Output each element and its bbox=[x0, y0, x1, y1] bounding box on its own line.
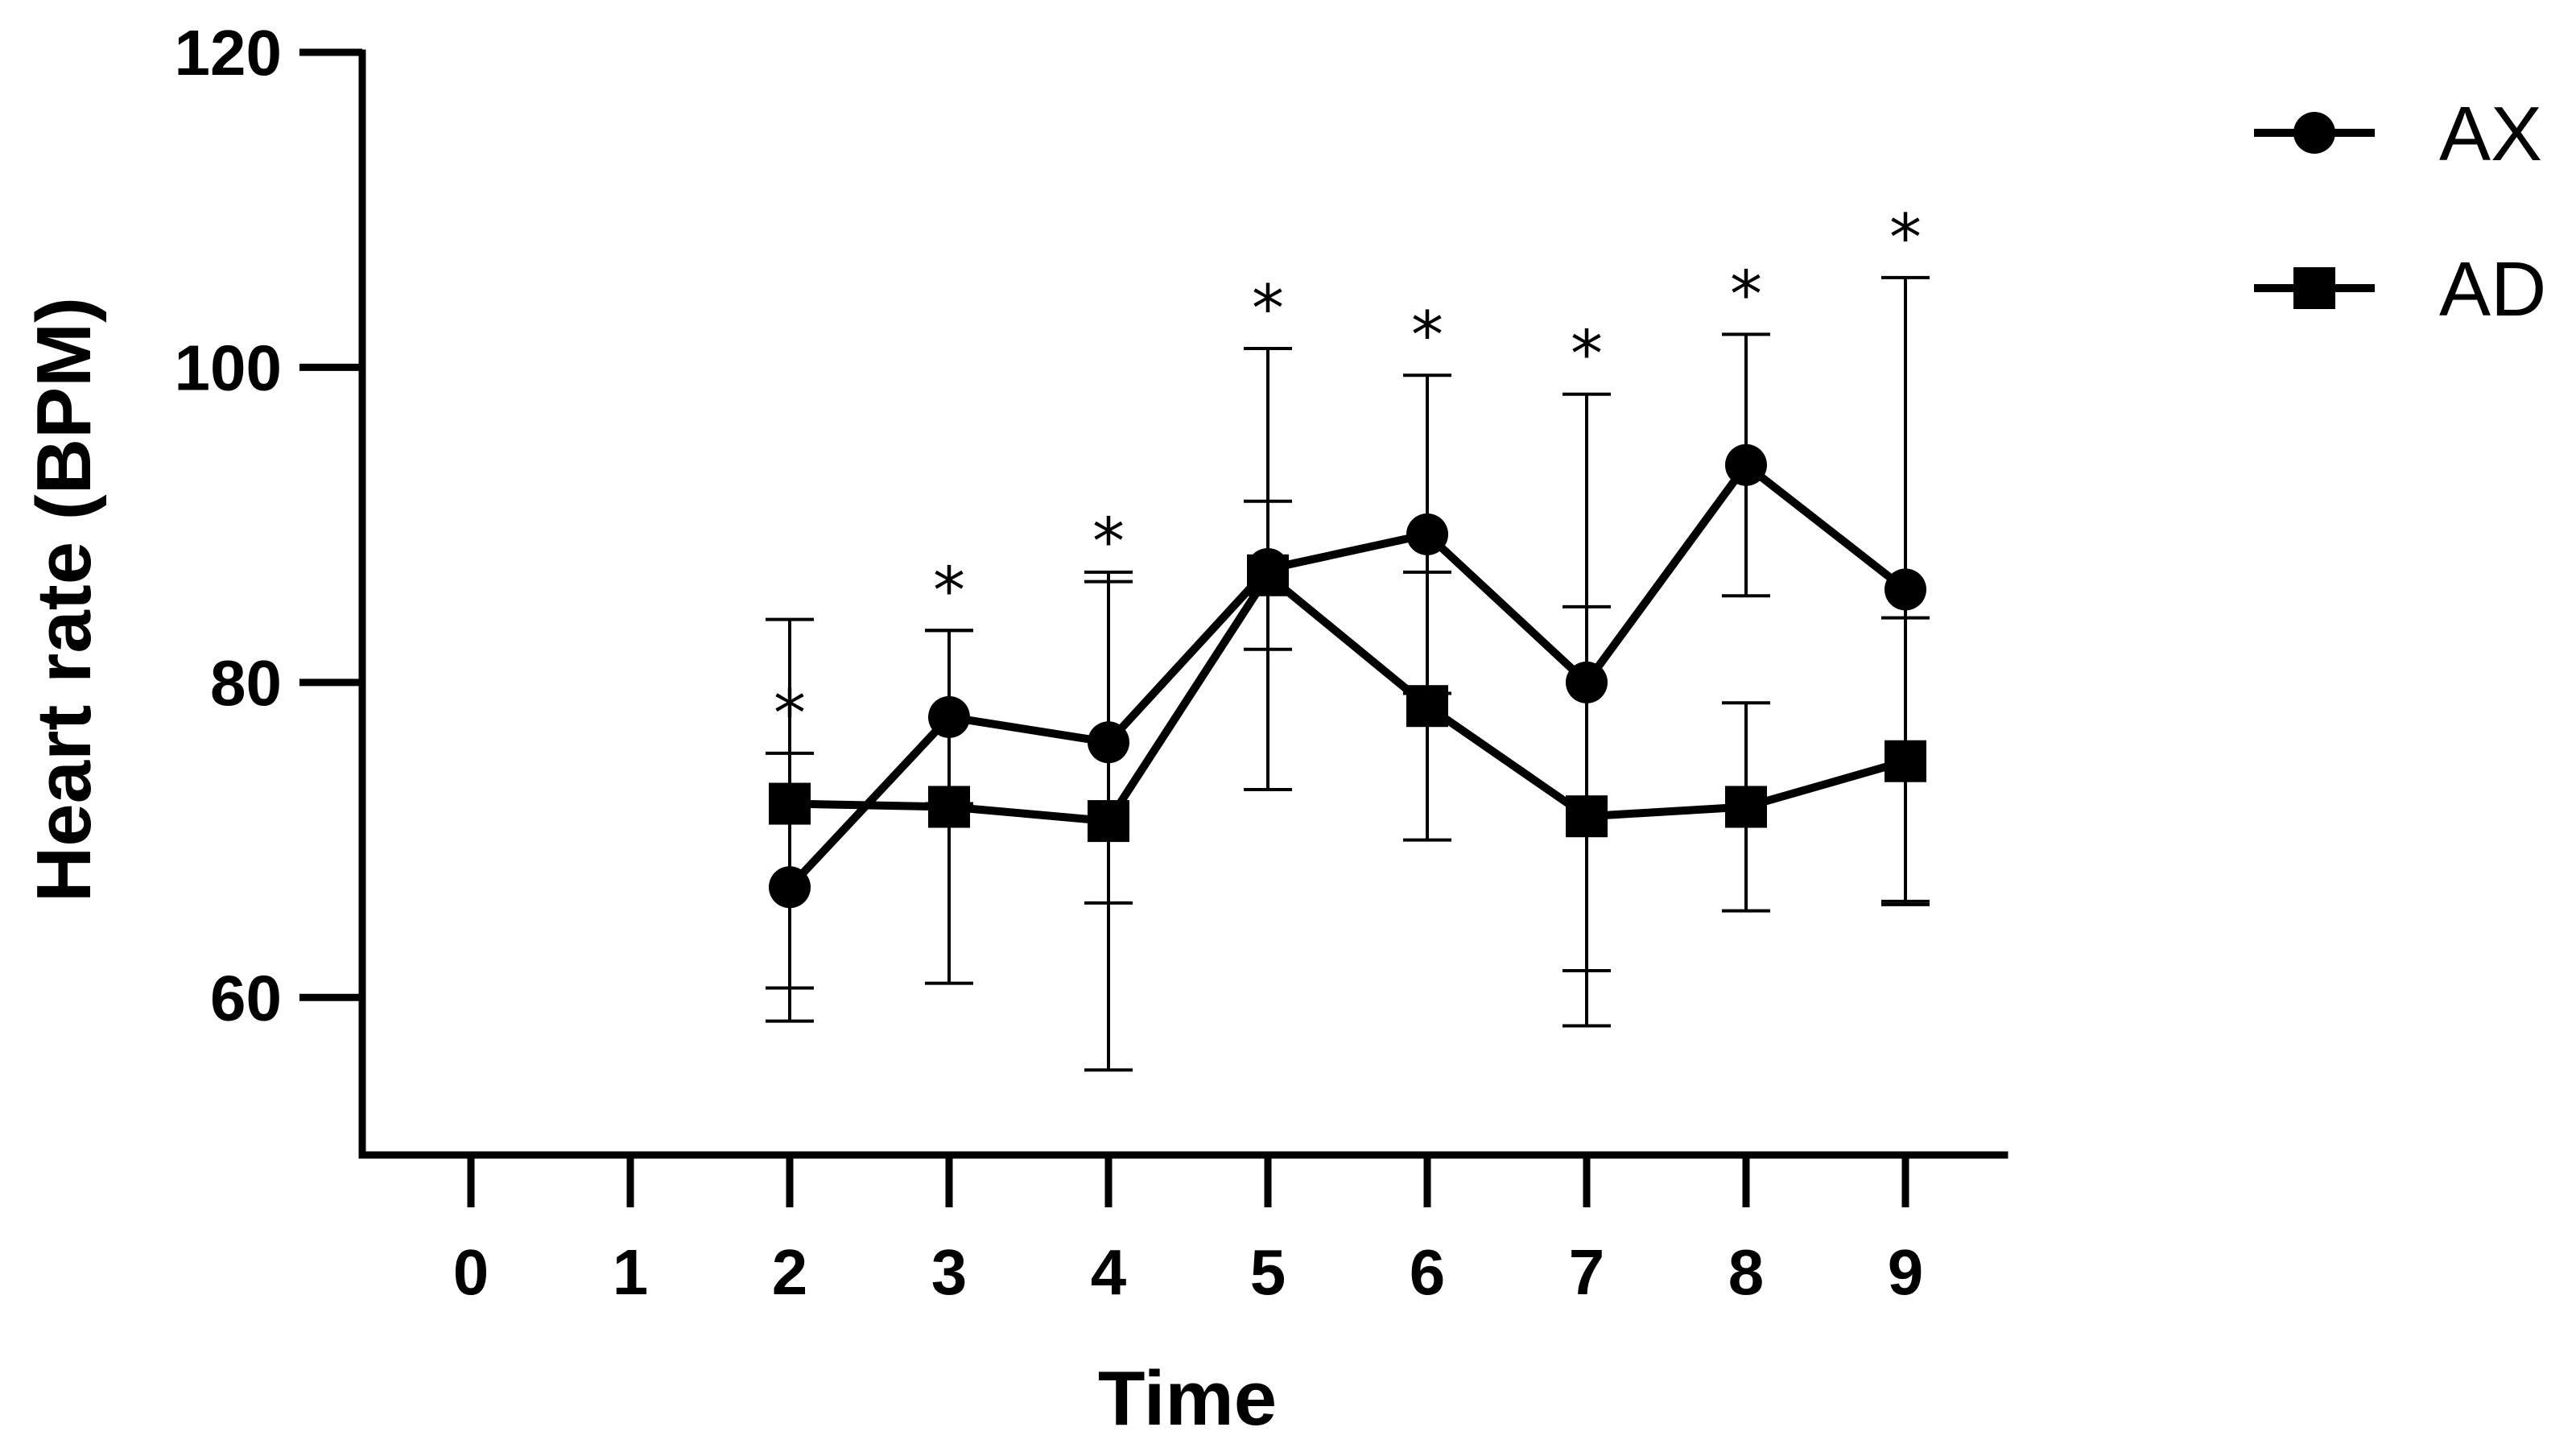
series-line-ad bbox=[789, 571, 1907, 826]
marker-ax bbox=[1406, 513, 1448, 555]
marker-ad bbox=[1088, 800, 1129, 843]
marker-ad bbox=[1725, 786, 1767, 828]
marker-ax bbox=[1725, 443, 1767, 486]
legend-label-ax: AX bbox=[2439, 91, 2542, 177]
y-axis-title: Heart rate (BPM) bbox=[21, 297, 107, 902]
marker-ax bbox=[1566, 661, 1608, 703]
significance-asterisk: * bbox=[1092, 505, 1125, 580]
x-tick-label: 6 bbox=[1410, 1236, 1446, 1308]
x-tick-label: 5 bbox=[1250, 1236, 1286, 1308]
axes: 60 80 100 120 0 1 2 3 4 5 6 7 8 9 bbox=[175, 17, 2008, 1308]
marker-ad bbox=[1566, 795, 1608, 838]
marker-ad bbox=[1406, 685, 1448, 728]
significance-asterisk: * bbox=[1889, 200, 1922, 275]
marker-ad bbox=[928, 786, 970, 828]
marker-ax bbox=[928, 695, 970, 738]
y-tick-label: 60 bbox=[210, 962, 282, 1033]
marker-ax bbox=[1885, 568, 1926, 611]
x-tick-label: 2 bbox=[772, 1236, 808, 1308]
y-tick-label: 120 bbox=[175, 17, 282, 89]
marker-ad bbox=[769, 782, 811, 825]
significance-asterisk: * bbox=[1252, 271, 1284, 346]
x-tick-label: 4 bbox=[1091, 1236, 1127, 1308]
legend-label-ad: AD bbox=[2439, 246, 2546, 332]
x-tick-label: 1 bbox=[613, 1236, 649, 1308]
significance-asterisk: * bbox=[774, 676, 806, 751]
y-tick-label: 100 bbox=[175, 332, 282, 403]
series-markers bbox=[769, 443, 1926, 909]
significance-asterisk: * bbox=[1411, 298, 1443, 373]
marker-ad bbox=[1247, 554, 1289, 596]
significance-asterisk: * bbox=[1571, 317, 1603, 392]
series-line-ax bbox=[786, 460, 1909, 890]
x-tick-label: 9 bbox=[1888, 1236, 1924, 1308]
error-bars bbox=[766, 275, 1930, 1072]
x-tick-label: 8 bbox=[1728, 1236, 1765, 1308]
x-tick-label: 0 bbox=[453, 1236, 489, 1308]
legend-marker-ax bbox=[2293, 112, 2335, 154]
y-tick-label: 80 bbox=[210, 647, 282, 719]
significance-annotations: * * * * * * * * bbox=[774, 200, 1922, 751]
x-tick-label: 3 bbox=[931, 1236, 968, 1308]
x-tick-label: 7 bbox=[1569, 1236, 1605, 1308]
legend-marker-ad bbox=[2293, 267, 2335, 309]
significance-asterisk: * bbox=[1730, 257, 1762, 332]
marker-ax bbox=[769, 866, 811, 909]
significance-asterisk: * bbox=[933, 553, 965, 628]
legend: AX AD bbox=[2254, 91, 2546, 332]
series-lines bbox=[786, 460, 1909, 890]
x-axis-title: Time bbox=[1098, 1355, 1277, 1442]
marker-ax bbox=[1088, 721, 1129, 764]
marker-ad bbox=[1885, 740, 1926, 782]
